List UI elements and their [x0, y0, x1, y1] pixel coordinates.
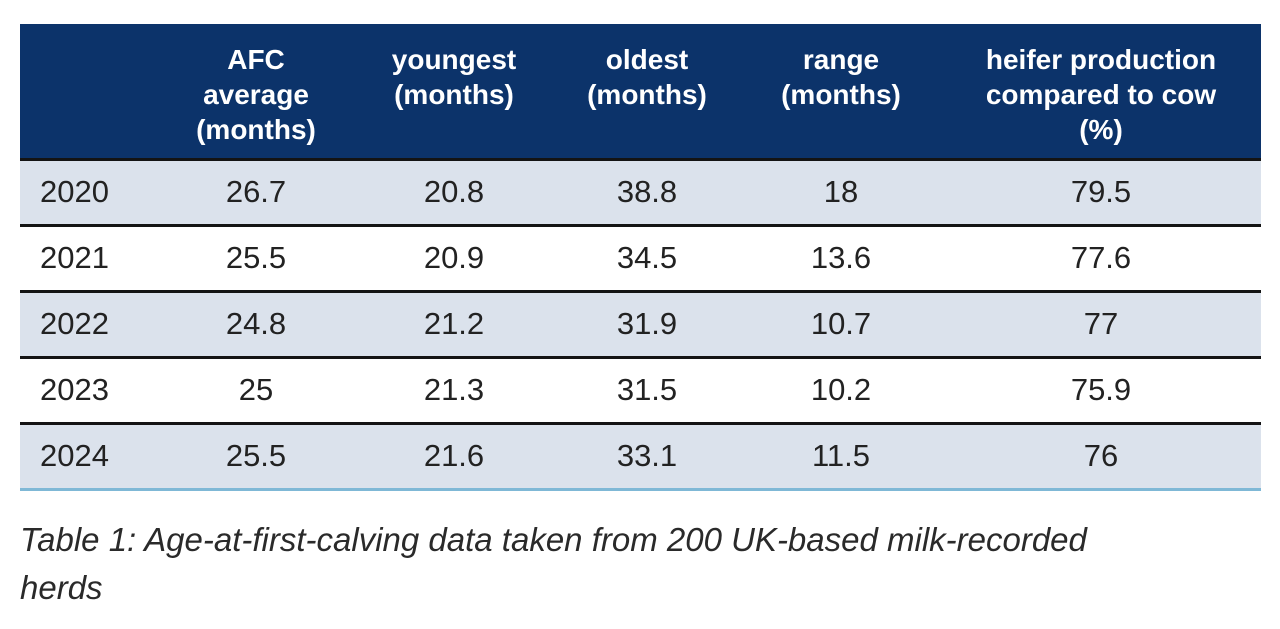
heifer-production-cell: 76 — [941, 421, 1261, 491]
afc-average-cell: 25.5 — [157, 223, 355, 291]
oldest-cell: 31.5 — [553, 355, 741, 423]
table-row: 2023 25 21.3 31.5 10.2 75.9 — [20, 355, 1261, 423]
header-cell-youngest: youngest (months) — [391, 44, 517, 110]
range-cell: 18 — [741, 157, 941, 225]
youngest-cell: 20.9 — [355, 223, 553, 291]
range-cell: 13.6 — [741, 223, 941, 291]
oldest-cell: 34.5 — [553, 223, 741, 291]
heifer-production-cell: 79.5 — [941, 157, 1261, 225]
youngest-cell: 21.2 — [355, 289, 553, 357]
header-cell-afc-average: AFC average (months) — [196, 44, 316, 145]
table-caption: Table 1: Age-at-first-calving data taken… — [20, 521, 1087, 606]
heifer-production-cell: 77 — [941, 289, 1261, 357]
youngest-cell: 21.6 — [355, 421, 553, 491]
afc-average-cell: 24.8 — [157, 289, 355, 357]
table-row: 2024 25.5 21.6 33.1 11.5 76 — [20, 421, 1261, 491]
heifer-production-cell: 77.6 — [941, 223, 1261, 291]
afc-data-table: AFC average (months) youngest (months) o… — [20, 24, 1261, 491]
table-row: 2020 26.7 20.8 38.8 18 79.5 — [20, 157, 1261, 225]
afc-average-cell: 26.7 — [157, 157, 355, 225]
header-cell-heifer-production: heifer production compared to cow (%) — [985, 44, 1217, 145]
afc-average-cell: 25.5 — [157, 421, 355, 491]
table-header: AFC average (months) youngest (months) o… — [20, 24, 1261, 159]
table-row: 2022 24.8 21.2 31.9 10.7 77 — [20, 289, 1261, 357]
year-cell: 2023 — [20, 355, 157, 423]
data-table-container: AFC average (months) youngest (months) o… — [20, 24, 1261, 491]
range-cell: 11.5 — [741, 421, 941, 491]
year-cell: 2020 — [20, 157, 157, 225]
oldest-cell: 31.9 — [553, 289, 741, 357]
youngest-cell: 21.3 — [355, 355, 553, 423]
header-row: AFC average (months) youngest (months) o… — [20, 24, 1261, 159]
afc-average-cell: 25 — [157, 355, 355, 423]
table-row: 2021 25.5 20.9 34.5 13.6 77.6 — [20, 223, 1261, 291]
year-cell: 2022 — [20, 289, 157, 357]
range-cell: 10.2 — [741, 355, 941, 423]
year-cell: 2021 — [20, 223, 157, 291]
heifer-production-cell: 75.9 — [941, 355, 1261, 423]
oldest-cell: 33.1 — [553, 421, 741, 491]
table-body: 2020 26.7 20.8 38.8 18 79.5 2021 25.5 20… — [20, 157, 1261, 491]
range-cell: 10.7 — [741, 289, 941, 357]
header-cell-range: range (months) — [781, 44, 901, 110]
oldest-cell: 38.8 — [553, 157, 741, 225]
header-cell-oldest: oldest (months) — [587, 44, 707, 110]
year-cell: 2024 — [20, 421, 157, 491]
youngest-cell: 20.8 — [355, 157, 553, 225]
header-cell-year — [20, 24, 157, 159]
